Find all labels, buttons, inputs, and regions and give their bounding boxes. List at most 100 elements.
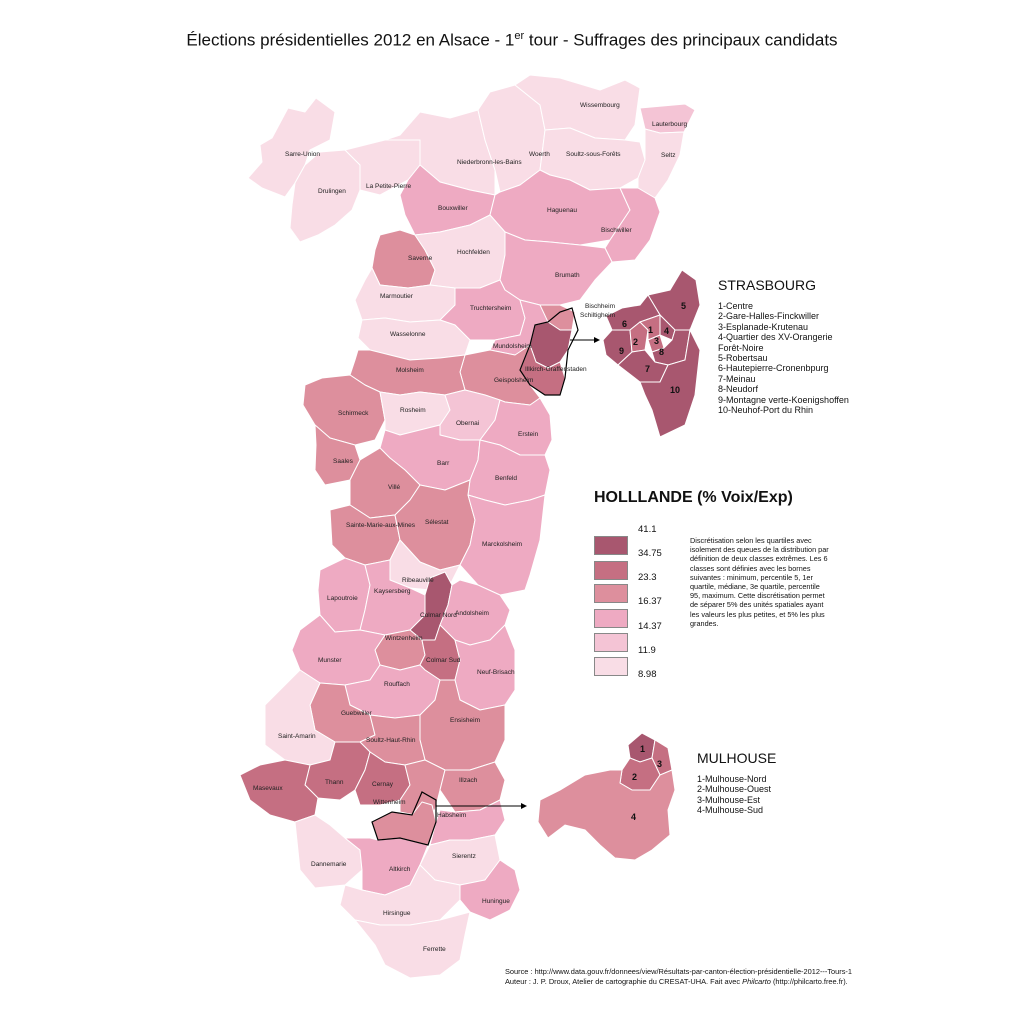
mulhouse-list: 1-Mulhouse-Nord 2-Mulhouse-Ouest 3-Mulho… <box>697 774 771 816</box>
label-truchtersheim: Truchtersheim <box>470 305 511 312</box>
mulhouse-num-3: 3 <box>657 759 662 769</box>
strasbourg-num-2: 2 <box>633 337 638 347</box>
label-seltz: Seltz <box>661 152 675 159</box>
canton-sarre-union <box>247 97 336 198</box>
mulhouse-num-2: 2 <box>632 772 637 782</box>
label-la-petite-pierre: La Petite-Pierre <box>366 183 412 190</box>
legend-swatch-3 <box>594 584 628 603</box>
map-title: Élections présidentielles 2012 en Alsace… <box>186 30 838 50</box>
label-cernay: Cernay <box>372 781 394 788</box>
legend-swatch-2 <box>594 561 628 580</box>
mulhouse-item: 1-Mulhouse-Nord <box>697 774 767 784</box>
legend-swatch-6 <box>594 657 628 676</box>
label-wissembourg: Wissembourg <box>580 102 620 109</box>
label-rouffach: Rouffach <box>384 681 410 688</box>
label-saales: Saales <box>333 458 354 465</box>
label-masevaux: Masevaux <box>253 785 283 792</box>
strasbourg-item: 10-Neuhof-Port du Rhin <box>718 405 814 416</box>
canton-huningue <box>459 859 521 921</box>
mulhouse-outline <box>371 791 437 846</box>
canton-bischwiller <box>604 187 661 263</box>
source-credit: Source : http://www.data.gouv.fr/donnees… <box>505 967 852 987</box>
mulhouse-num-1: 1 <box>640 744 645 754</box>
label-thann: Thann <box>325 779 344 786</box>
label-bischheim: Bischheim <box>585 303 615 310</box>
label-drulingen: Drulingen <box>318 188 346 195</box>
label-lauterbourg: Lauterbourg <box>652 121 687 128</box>
label-saverne: Saverne <box>408 255 433 262</box>
strasbourg-inset <box>602 269 701 438</box>
label-ribeauville: Ribeauvillé <box>402 577 434 584</box>
strasbourg-num-1: 1 <box>648 325 653 335</box>
mulhouse-arrowhead <box>521 803 527 809</box>
label-selestat: Sélestat <box>425 519 449 526</box>
legend-swatch-1 <box>594 536 628 555</box>
author-line: Auteur : J. P. Droux, Atelier de cartogr… <box>505 977 848 986</box>
label-benfeld: Benfeld <box>495 475 517 482</box>
label-niederbronn: Niederbronn-les-Bains <box>457 159 522 166</box>
legend-break: 14.37 <box>638 621 662 632</box>
label-brumath: Brumath <box>555 272 580 279</box>
label-wasselonne: Wasselonne <box>390 331 426 338</box>
canton-cernay <box>354 751 411 806</box>
label-hochfelden: Hochfelden <box>457 249 490 256</box>
mulhouse-item: 3-Mulhouse-Est <box>697 794 761 805</box>
legend-swatch-4 <box>594 609 628 628</box>
legend-note: Discrétisation selon les quartiles avec … <box>690 536 829 628</box>
mulhouse-inset <box>537 732 676 861</box>
label-huningue: Huningue <box>482 898 510 905</box>
label-habsheim: Habsheim <box>437 812 466 819</box>
strasbourg-num-8: 8 <box>659 347 664 357</box>
legend-title: HOLLLANDE (% Voix/Exp) <box>594 489 793 506</box>
strasbourg-outline <box>519 307 579 396</box>
label-molsheim: Molsheim <box>396 367 424 374</box>
strasbourg-item: 5-Robertsau <box>718 353 768 364</box>
canton-dannemarie <box>294 814 363 889</box>
label-wittenheim: Wittenheim <box>373 799 406 806</box>
strasbourg-item: 8-Neudorf <box>718 384 759 395</box>
mulhouse-4 <box>537 769 676 861</box>
label-sierentz: Sierentz <box>452 853 476 860</box>
label-schiltigheim: Schiltigheim <box>580 312 615 319</box>
legend-break: 41.1 <box>638 524 657 535</box>
label-sarre-union: Sarre-Union <box>285 151 320 158</box>
label-haguenau: Haguenau <box>547 207 577 214</box>
label-colmar-sud: Colmar Sud <box>426 657 461 664</box>
mulhouse-item: 2-Mulhouse-Ouest <box>697 784 772 795</box>
label-erstein: Erstein <box>518 431 539 438</box>
legend-break: 11.9 <box>638 645 656 656</box>
strasbourg-2 <box>629 321 649 353</box>
strasbourg-item: Forêt-Noire <box>718 342 764 353</box>
label-barr: Barr <box>437 460 450 467</box>
label-bouxwiller: Bouxwiller <box>438 205 468 212</box>
mulhouse-title: MULHOUSE <box>697 750 777 766</box>
canton-erstein <box>479 397 553 456</box>
label-illzach: Illzach <box>459 777 478 784</box>
strasbourg-item: 3-Esplanade-Krutenau <box>718 321 809 332</box>
canton-schirmeck <box>302 374 386 446</box>
canton-masevaux <box>239 759 319 823</box>
label-marckolsheim: Marckolsheim <box>482 541 522 548</box>
mulhouse-item: 4-Mulhouse-Sud <box>697 805 764 816</box>
strasbourg-item: 4-Quartier des XV-Orangerie <box>718 332 833 343</box>
strasbourg-list: 1-Centre 2-Gare-Halles-Finckwiller 3-Esp… <box>718 301 849 415</box>
strasbourg-num-5: 5 <box>681 301 686 311</box>
label-wintzenheim: Wintzenheim <box>385 635 423 642</box>
label-ferrette: Ferrette <box>423 946 446 953</box>
legend-swatch-5 <box>594 633 628 652</box>
strasbourg-item: 2-Gare-Halles-Finckwiller <box>718 311 820 322</box>
label-saint-amarin: Saint-Amarin <box>278 733 316 740</box>
label-kaysersberg: Kaysersberg <box>374 588 411 595</box>
legend-break: 23.3 <box>638 572 657 583</box>
label-bischwiller: Bischwiller <box>601 227 633 234</box>
label-munster: Munster <box>318 657 342 664</box>
strasbourg-item: 7-Meinau <box>718 373 756 384</box>
label-illkirch: Illkirch-Graffenstaden <box>525 366 587 373</box>
label-mundolsheim: Mundolsheim <box>493 343 532 350</box>
strasbourg-item: 6-Hautepierre-Cronenbpurg <box>718 363 829 374</box>
label-lapoutroie: Lapoutroie <box>327 595 358 602</box>
canton-labels: Sarre-Union Drulingen La Petite-Pierre N… <box>253 102 687 953</box>
canton-saint-amarin <box>264 669 336 766</box>
canton-marckolsheim <box>459 494 546 596</box>
